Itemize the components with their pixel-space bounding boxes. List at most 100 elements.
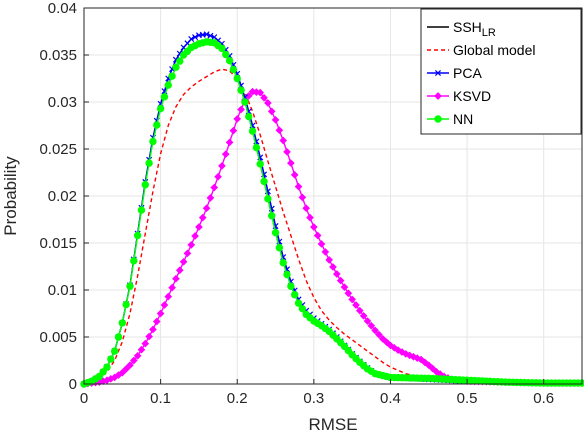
data-point — [279, 259, 287, 267]
data-point — [237, 86, 245, 94]
data-point — [325, 256, 333, 264]
data-point — [153, 121, 161, 129]
data-point — [340, 283, 349, 292]
data-point — [133, 231, 142, 240]
data-point — [107, 355, 115, 363]
y-tick-label: 0.025 — [39, 141, 77, 158]
legend-entry: KSVD — [427, 88, 491, 104]
data-point — [172, 63, 180, 71]
data-point — [225, 56, 234, 65]
data-point — [156, 309, 165, 318]
data-point — [252, 143, 261, 152]
legend-box — [420, 8, 582, 135]
data-point — [103, 363, 111, 371]
data-point — [221, 150, 230, 158]
data-point — [114, 333, 123, 341]
data-point — [164, 292, 173, 301]
data-point — [290, 291, 299, 299]
data-point — [164, 81, 172, 89]
legend-label: PCA — [453, 65, 482, 81]
data-point — [264, 99, 272, 107]
data-point — [398, 348, 406, 356]
data-point — [371, 326, 379, 335]
data-point — [207, 32, 214, 39]
data-point — [233, 115, 242, 123]
y-axis-label: Probability — [1, 156, 20, 236]
data-point — [298, 193, 307, 202]
data-point — [145, 159, 153, 167]
data-point — [206, 194, 215, 202]
data-point — [306, 213, 314, 222]
x-tick-label: 0.2 — [227, 390, 248, 407]
data-point — [118, 368, 127, 377]
data-point — [172, 274, 180, 283]
data-point — [333, 270, 341, 278]
y-tick-label: 0.005 — [39, 329, 77, 346]
data-point — [275, 126, 284, 135]
data-point — [160, 301, 169, 309]
data-point — [271, 228, 280, 237]
data-point — [355, 306, 364, 315]
data-point — [192, 34, 199, 41]
data-point — [413, 354, 422, 362]
data-point — [290, 171, 299, 179]
data-point — [214, 172, 222, 181]
data-point — [417, 355, 425, 364]
data-point — [137, 206, 146, 214]
data-point — [95, 372, 104, 381]
data-point — [149, 137, 157, 146]
data-point — [222, 50, 230, 59]
x-tick-label: 0.3 — [303, 390, 324, 407]
legend-marker — [434, 92, 442, 100]
data-point — [256, 88, 265, 97]
data-point — [183, 249, 192, 258]
x-tick-label: 0.5 — [457, 390, 478, 407]
data-point — [191, 232, 199, 240]
data-point — [264, 195, 272, 203]
data-point — [248, 127, 257, 135]
data-point — [321, 248, 330, 256]
legend-marker — [434, 69, 442, 77]
data-point — [298, 305, 307, 313]
data-point — [168, 72, 176, 80]
legend-label: KSVD — [453, 88, 491, 104]
data-point — [237, 105, 245, 114]
data-point — [363, 317, 372, 325]
data-point — [145, 332, 153, 341]
data-point — [260, 177, 268, 186]
legend-entry: NN — [427, 111, 473, 127]
data-point — [287, 159, 295, 167]
data-point — [313, 231, 322, 240]
data-point — [256, 160, 264, 168]
data-point — [260, 93, 268, 102]
legend-entry: PCA — [427, 65, 482, 81]
data-point — [329, 263, 337, 271]
y-tick-label: 0.015 — [39, 235, 77, 252]
data-point — [175, 266, 184, 275]
data-point — [375, 330, 383, 339]
y-tick-label: 0.02 — [48, 188, 77, 205]
data-point — [244, 92, 253, 100]
data-point — [141, 339, 150, 348]
data-point — [229, 65, 238, 74]
data-point — [268, 212, 276, 220]
data-point — [179, 257, 188, 266]
data-point — [152, 317, 161, 326]
data-point — [401, 350, 410, 358]
data-point — [198, 213, 207, 222]
data-point — [122, 365, 130, 373]
data-point — [279, 136, 288, 145]
x-tick-label: 0.6 — [533, 390, 554, 407]
data-point — [229, 126, 238, 135]
data-point — [578, 379, 584, 387]
data-point — [195, 223, 203, 231]
legend-label-subscript: LR — [482, 27, 496, 39]
data-point — [294, 299, 303, 307]
data-point — [283, 147, 291, 156]
data-point — [149, 325, 157, 334]
data-point — [210, 183, 219, 192]
data-point — [241, 98, 249, 106]
data-point — [130, 257, 138, 265]
data-point — [122, 300, 130, 309]
